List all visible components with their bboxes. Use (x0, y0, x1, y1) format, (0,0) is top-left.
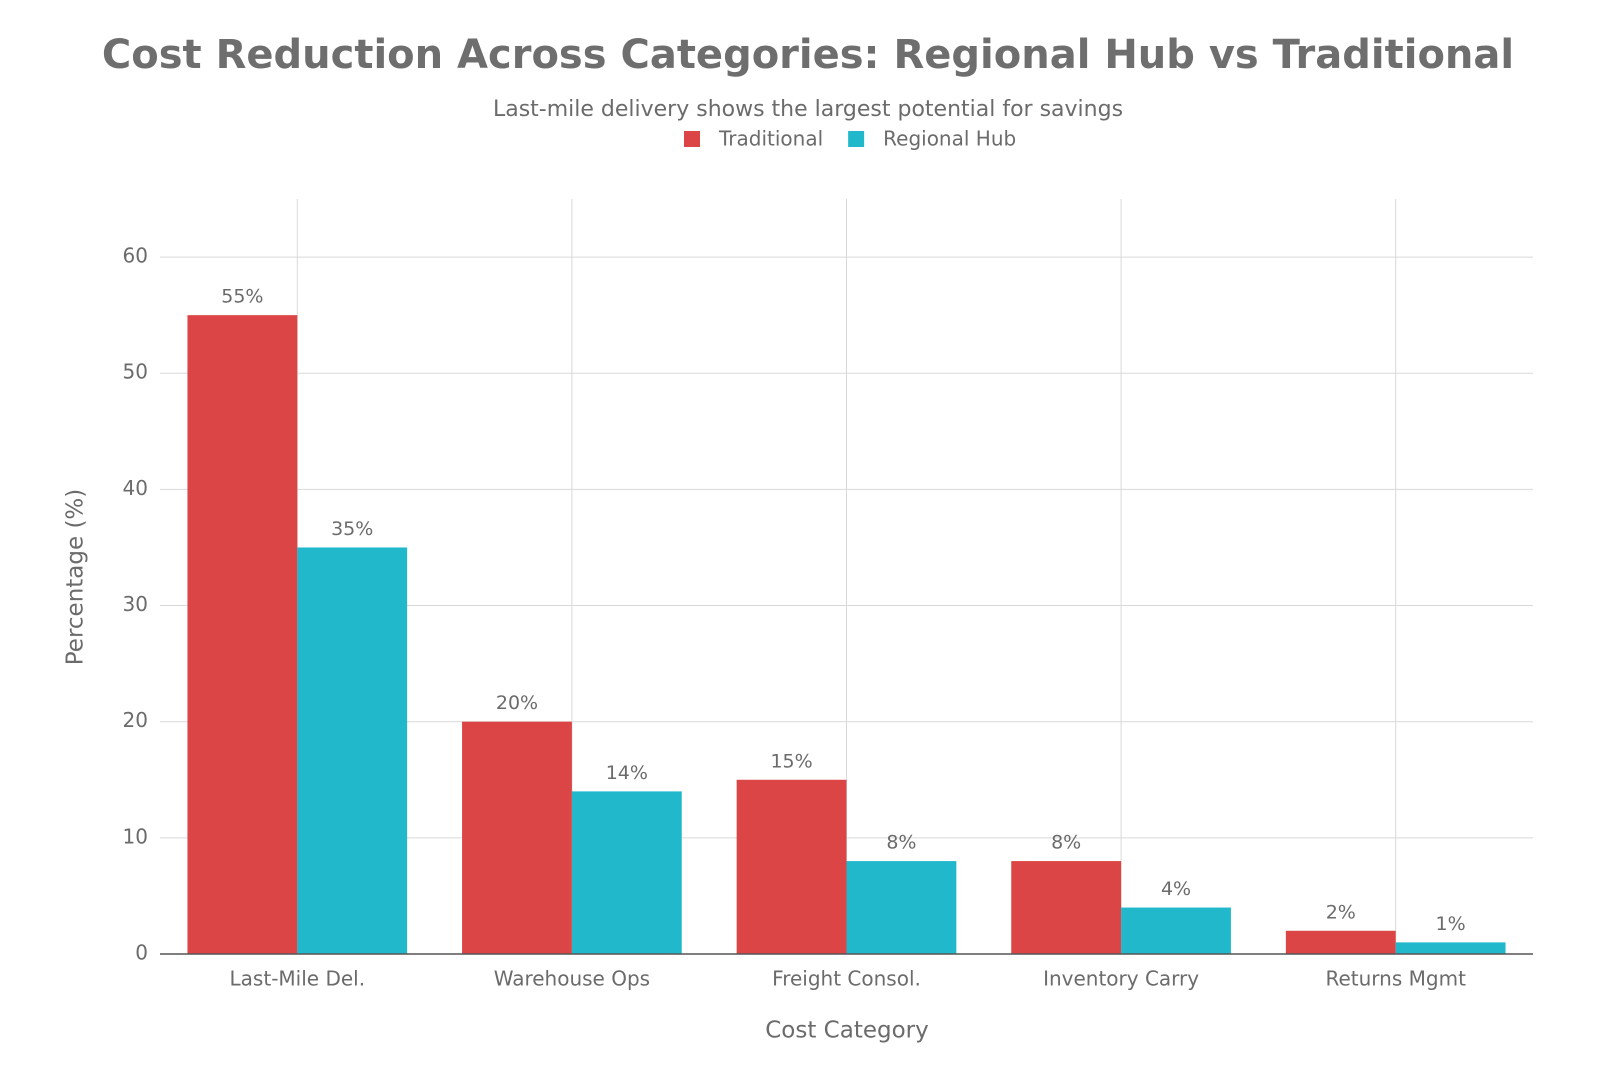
y-tick-label: 40 (123, 476, 148, 500)
x-tick-label: Warehouse Ops (494, 967, 650, 991)
bar (1011, 861, 1122, 954)
legend-label: Regional Hub (883, 127, 1016, 151)
value-label: 35% (331, 518, 373, 540)
value-label: 14% (606, 762, 648, 784)
chart-subtitle: Last-mile delivery shows the largest pot… (493, 97, 1123, 122)
bar (187, 315, 298, 955)
y-axis-title: Percentage (%) (63, 489, 89, 666)
chart-title: Cost Reduction Across Categories: Region… (102, 32, 1514, 78)
x-tick-label: Returns Mgmt (1325, 967, 1466, 991)
value-label: 15% (770, 750, 812, 772)
value-label: 8% (886, 832, 916, 854)
value-label: 8% (1051, 832, 1081, 854)
value-label: 1% (1436, 913, 1466, 935)
legend-label: Traditional (718, 127, 823, 151)
bar (1121, 907, 1231, 954)
bar (1285, 930, 1396, 954)
bar (846, 861, 957, 954)
bar (571, 791, 682, 954)
value-label: 4% (1161, 878, 1191, 900)
legend-swatch (848, 131, 865, 147)
y-tick-label: 20 (123, 708, 148, 732)
x-tick-label: Inventory Carry (1043, 967, 1199, 991)
x-axis-title: Cost Category (765, 1018, 929, 1044)
y-tick-label: 10 (123, 824, 148, 848)
bar (736, 779, 847, 954)
value-label: 55% (221, 286, 263, 308)
x-tick-label: Last-Mile Del. (230, 967, 366, 991)
y-tick-label: 30 (123, 592, 148, 616)
legend-swatch (684, 131, 700, 147)
value-label: 20% (496, 692, 538, 714)
bar (462, 721, 572, 954)
y-tick-label: 0 (135, 941, 148, 965)
x-tick-label: Freight Consol. (772, 967, 921, 991)
bar (1395, 942, 1506, 954)
bar (297, 547, 408, 954)
y-tick-label: 60 (123, 244, 148, 268)
value-label: 2% (1326, 901, 1356, 923)
y-tick-label: 50 (123, 360, 148, 384)
